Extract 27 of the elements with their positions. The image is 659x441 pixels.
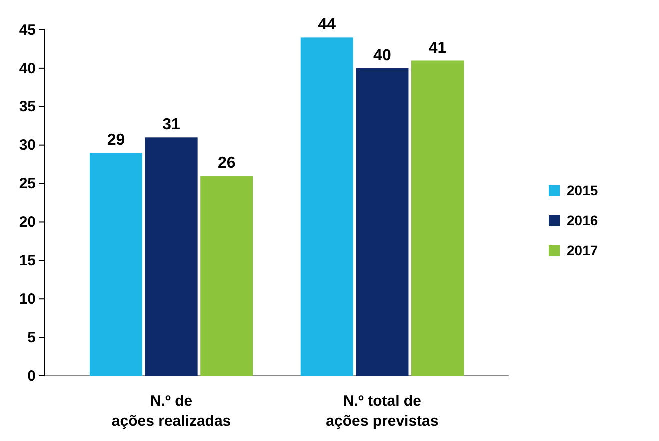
x-tick-label: N.º de ações realizadas bbox=[112, 393, 232, 430]
bar bbox=[356, 68, 409, 376]
data-label: 31 bbox=[162, 116, 181, 134]
bar bbox=[412, 60, 464, 376]
data-label: 41 bbox=[428, 40, 447, 57]
legend-label: 2015 bbox=[567, 182, 598, 198]
y-tick-label: 25 bbox=[19, 176, 36, 193]
data-label: 29 bbox=[107, 132, 126, 150]
data-label: 40 bbox=[374, 47, 392, 64]
legend-label: 2016 bbox=[567, 212, 598, 228]
y-tick-label: 5 bbox=[28, 329, 36, 346]
y-tick-label: 40 bbox=[19, 60, 36, 78]
bar bbox=[200, 176, 254, 376]
y-tick-label: 20 bbox=[19, 214, 36, 232]
data-label: 44 bbox=[318, 16, 336, 34]
bar bbox=[90, 153, 142, 376]
y-tick-label: 45 bbox=[19, 22, 36, 39]
data-label: 26 bbox=[218, 155, 236, 172]
y-tick-label: 15 bbox=[19, 252, 36, 270]
y-tick-label: 35 bbox=[19, 98, 36, 116]
bar bbox=[145, 138, 198, 376]
legend-label: 2017 bbox=[567, 242, 598, 258]
y-tick-label: 0 bbox=[28, 368, 36, 385]
x-tick-label: N.º total de ações previstas bbox=[326, 393, 439, 430]
y-tick-label: 30 bbox=[19, 137, 36, 154]
y-tick-label: 10 bbox=[19, 290, 36, 308]
bar bbox=[300, 38, 354, 376]
